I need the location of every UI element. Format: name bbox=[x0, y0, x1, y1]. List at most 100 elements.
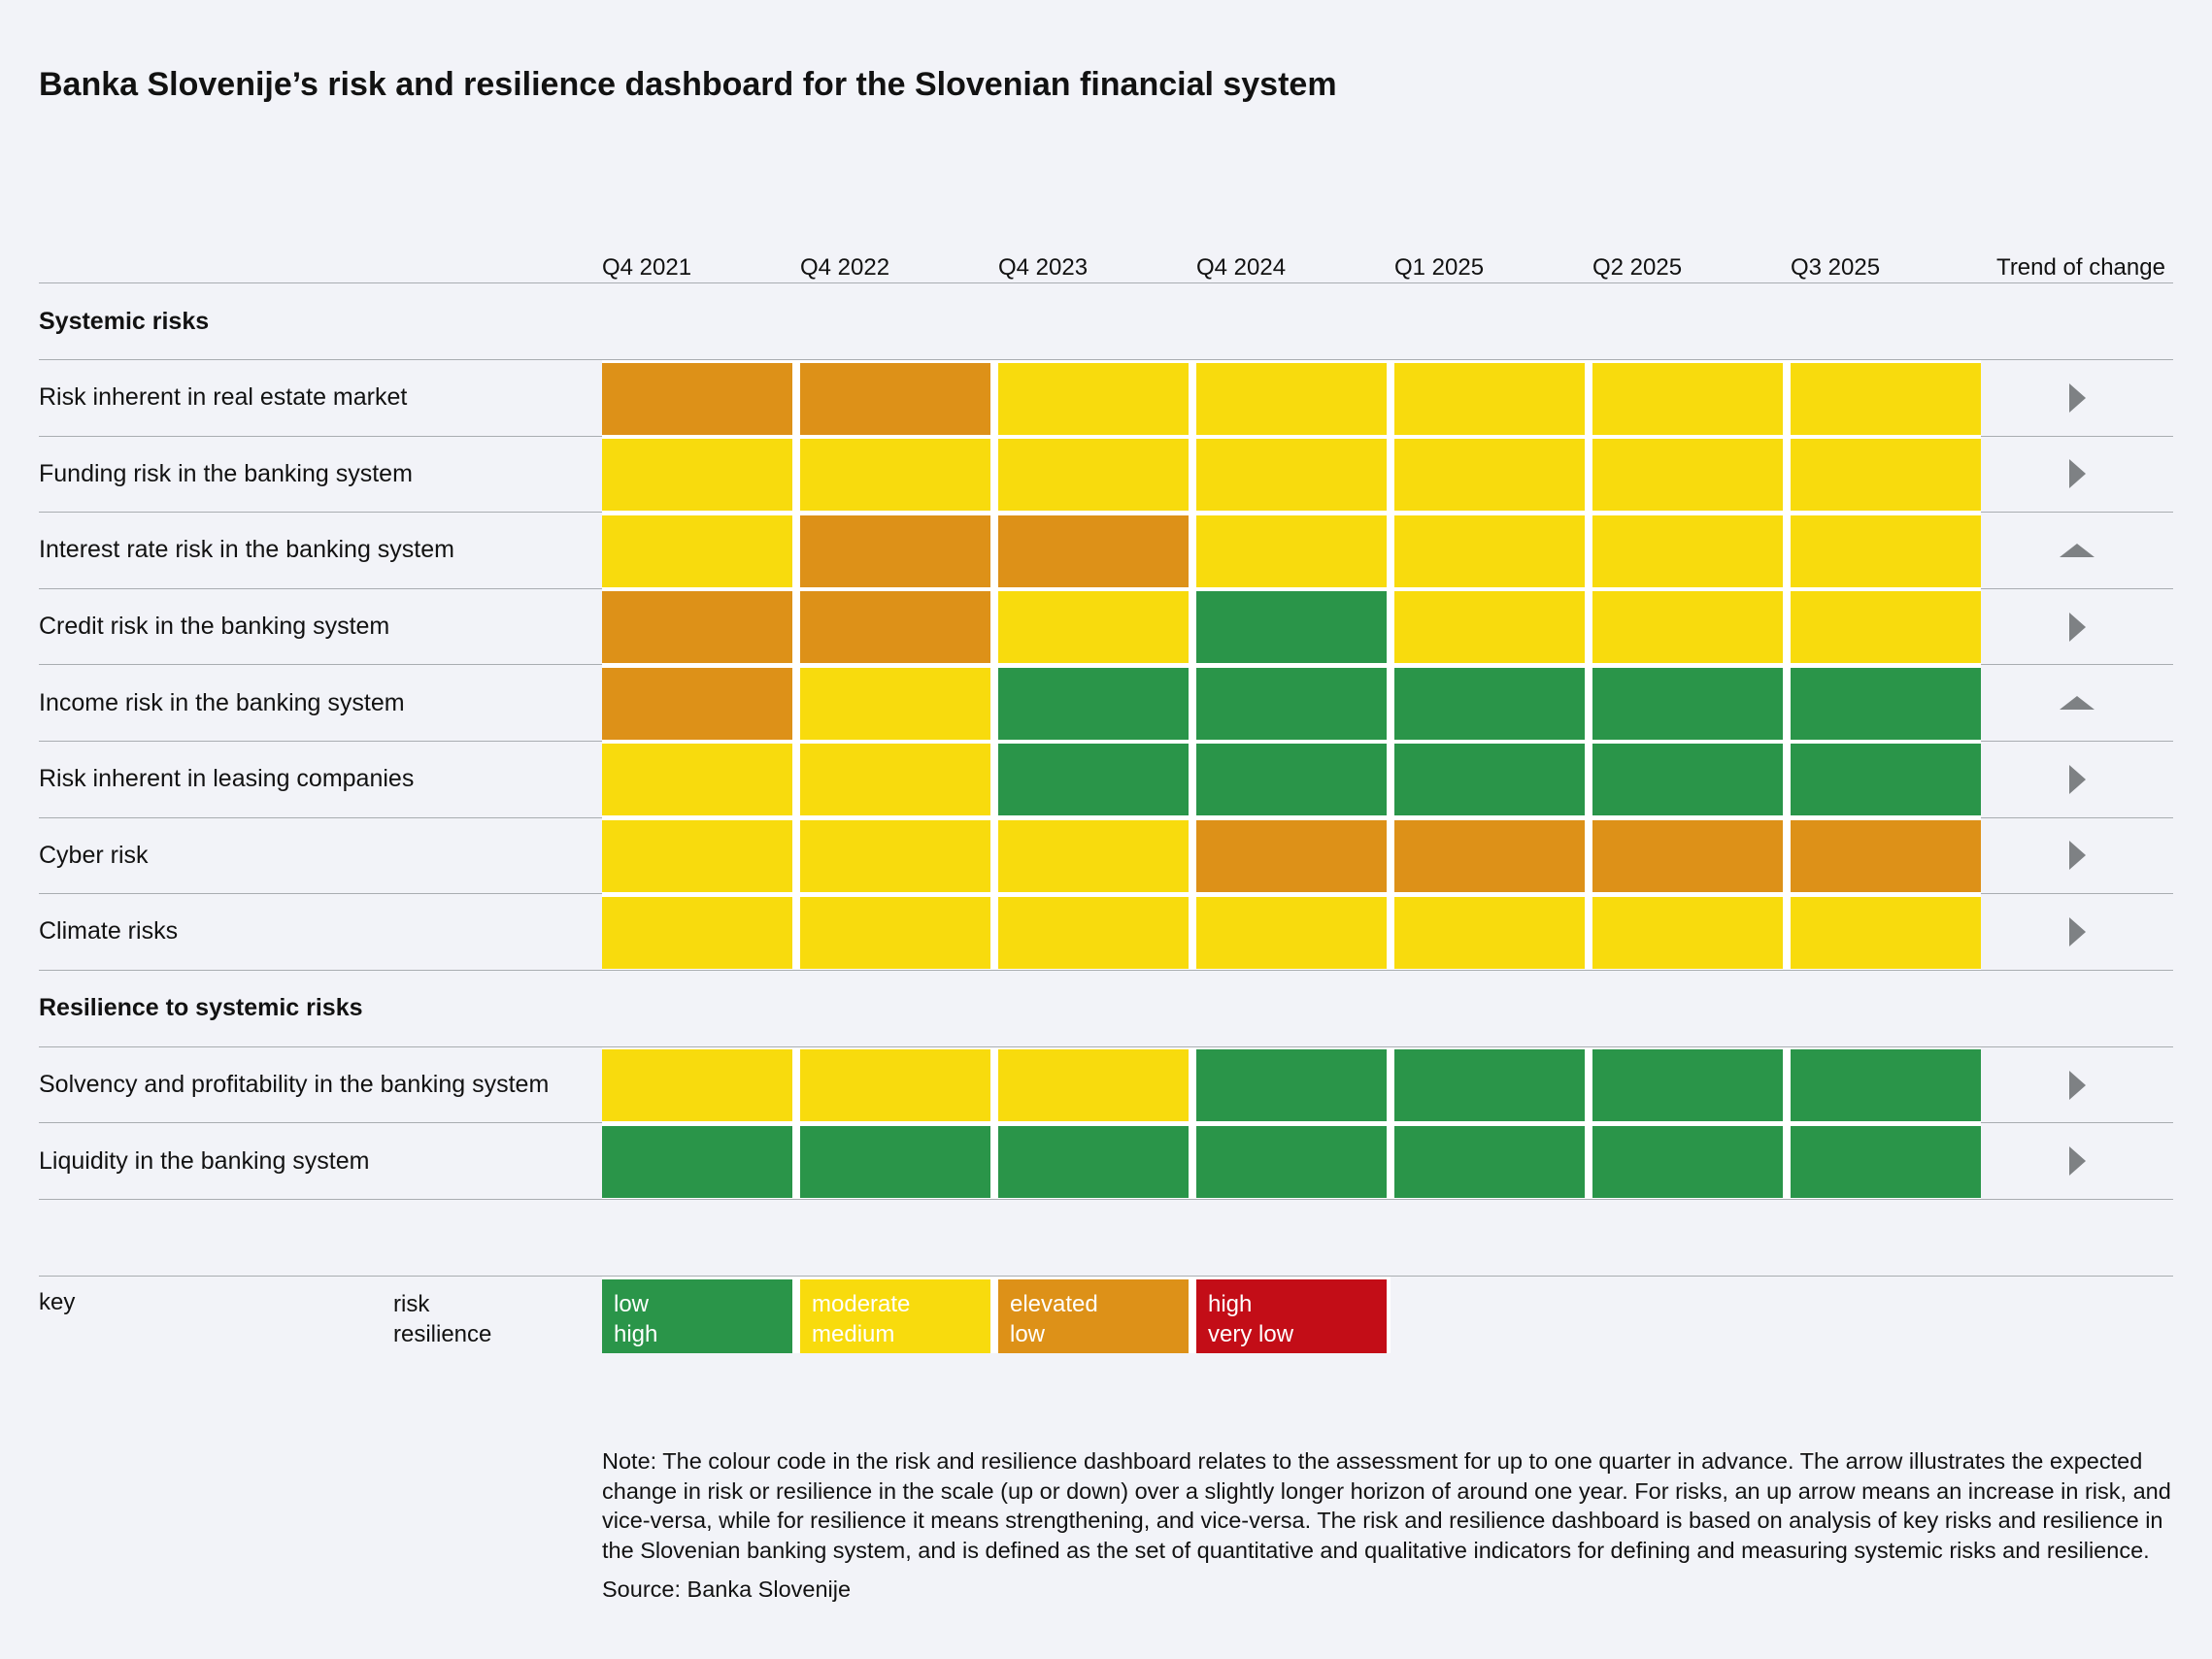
risk-cell bbox=[1791, 1049, 1981, 1122]
risk-cell bbox=[1592, 514, 1783, 587]
risk-cell bbox=[1592, 439, 1783, 512]
page-title: Banka Slovenije’s risk and resilience da… bbox=[39, 66, 1337, 103]
row-label: Climate risks bbox=[39, 894, 602, 971]
risk-cell bbox=[1791, 439, 1981, 512]
legend-key-label: key bbox=[39, 1289, 76, 1315]
legend-resilience-level-label: medium bbox=[812, 1320, 895, 1347]
row-cells bbox=[602, 665, 1981, 742]
row-label: Funding risk in the banking system bbox=[39, 437, 602, 514]
table-row: Liquidity in the banking system bbox=[39, 1123, 2173, 1200]
risk-cell bbox=[602, 1125, 792, 1198]
risk-cell bbox=[800, 744, 990, 816]
risk-cell bbox=[1394, 514, 1585, 587]
risk-cell bbox=[1791, 362, 1981, 435]
trend-right-icon bbox=[2068, 1146, 2086, 1177]
quarter-header: Q2 2025 bbox=[1592, 254, 1683, 281]
table-row: Credit risk in the banking system bbox=[39, 588, 2173, 666]
footnotes: Note: The colour code in the risk and re… bbox=[602, 1446, 2181, 1605]
risk-cell bbox=[800, 514, 990, 587]
legend-swatch: elevated low bbox=[998, 1278, 1189, 1353]
risk-cell bbox=[1791, 667, 1981, 740]
trend-right-icon bbox=[2068, 382, 2086, 413]
legend: key risk resilience low high moderate mediu… bbox=[39, 1276, 2173, 1353]
risk-cell bbox=[602, 362, 792, 435]
trend-right-icon bbox=[2068, 1070, 2086, 1100]
risk-cell bbox=[1394, 667, 1585, 740]
legend-risk-level-label: low bbox=[614, 1290, 650, 1317]
trend-cell bbox=[1981, 437, 2173, 514]
risk-cell bbox=[800, 820, 990, 893]
row-cells bbox=[602, 588, 1981, 666]
section-header: Systemic risks bbox=[39, 283, 2173, 360]
risk-cell bbox=[602, 896, 792, 969]
quarter-header: Q3 2025 bbox=[1791, 254, 1881, 281]
risk-cell bbox=[998, 362, 1189, 435]
section-header: Resilience to systemic risks bbox=[39, 971, 2173, 1047]
source-text: Source: Banka Slovenije bbox=[602, 1576, 852, 1602]
risk-cell bbox=[602, 744, 792, 816]
risk-cell bbox=[1791, 820, 1981, 893]
row-label: Solvency and profitability in the bankin… bbox=[39, 1047, 602, 1124]
risk-cell bbox=[1196, 439, 1387, 512]
trend-cell bbox=[1981, 1047, 2173, 1124]
risk-cell bbox=[800, 362, 990, 435]
trend-cell bbox=[1981, 894, 2173, 971]
risk-cell bbox=[1592, 1125, 1783, 1198]
trend-right-icon bbox=[2068, 764, 2086, 794]
risk-cell bbox=[1394, 744, 1585, 816]
risk-cell bbox=[1394, 1049, 1585, 1122]
legend-risk-level-label: moderate bbox=[812, 1290, 911, 1317]
risk-cell bbox=[1592, 1049, 1783, 1122]
legend-scale-resilience-line: resilience bbox=[393, 1321, 492, 1347]
trend-right-icon bbox=[2068, 612, 2086, 642]
row-cells bbox=[602, 436, 1981, 514]
risk-cell bbox=[602, 514, 792, 587]
table-body: Systemic risks Risk inherent in real esta… bbox=[39, 283, 2173, 1200]
risk-cell bbox=[1196, 1125, 1387, 1198]
legend-swatch: moderate medium bbox=[800, 1278, 990, 1353]
risk-cell bbox=[1394, 896, 1585, 969]
table-row: Risk inherent in leasing companies bbox=[39, 741, 2173, 818]
legend-swatch: high very low bbox=[1196, 1278, 1387, 1353]
row-cells bbox=[602, 894, 1981, 971]
table-row: Income risk in the banking system bbox=[39, 665, 2173, 742]
table-row: Solvency and profitability in the bankin… bbox=[39, 1046, 2173, 1124]
risk-cell bbox=[1196, 591, 1387, 664]
risk-cell bbox=[1394, 820, 1585, 893]
risk-cell bbox=[1791, 744, 1981, 816]
row-label: Interest rate risk in the banking system bbox=[39, 513, 602, 589]
risk-cell bbox=[602, 439, 792, 512]
legend-resilience-level-label: low bbox=[1010, 1320, 1046, 1347]
quarter-header: Q4 2024 bbox=[1196, 254, 1287, 281]
legend-risk-level-label: high bbox=[1208, 1290, 1253, 1317]
risk-cell bbox=[998, 667, 1189, 740]
trend-cell bbox=[1981, 513, 2173, 589]
trend-right-icon bbox=[2068, 916, 2086, 946]
legend-scale-risk-line: risk bbox=[393, 1291, 430, 1317]
risk-cell bbox=[1196, 362, 1387, 435]
risk-cell bbox=[998, 1049, 1189, 1122]
risk-cell bbox=[602, 820, 792, 893]
risk-cell bbox=[1592, 744, 1783, 816]
trend-cell bbox=[1981, 742, 2173, 818]
column-header-row: Q4 2021 Q4 2022 Q4 2023 Q4 2024 Q1 2025 Q2 20… bbox=[39, 252, 2173, 283]
risk-cell bbox=[602, 667, 792, 740]
risk-cell bbox=[1394, 362, 1585, 435]
risk-cell bbox=[800, 591, 990, 664]
trend-of-change-header: Trend of change bbox=[1996, 254, 2165, 281]
quarter-header: Q1 2025 bbox=[1394, 254, 1485, 281]
legend-resilience-level-label: very low bbox=[1208, 1320, 1294, 1347]
risk-cell bbox=[1196, 820, 1387, 893]
risk-cell bbox=[1196, 744, 1387, 816]
risk-cell bbox=[800, 1049, 990, 1122]
trend-cell bbox=[1981, 665, 2173, 742]
row-cells bbox=[602, 741, 1981, 818]
risk-cell bbox=[1592, 896, 1783, 969]
table-row: Climate risks bbox=[39, 894, 2173, 971]
trend-cell bbox=[1981, 589, 2173, 666]
risk-cell bbox=[1196, 667, 1387, 740]
risk-cell bbox=[1196, 1049, 1387, 1122]
header-spacer bbox=[39, 252, 602, 282]
row-label: Liquidity in the banking system bbox=[39, 1123, 602, 1200]
